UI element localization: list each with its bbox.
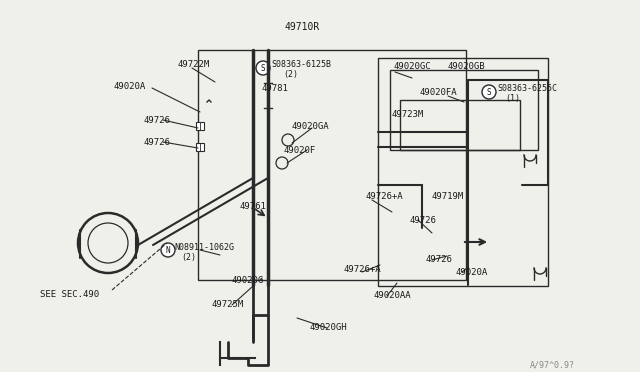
Text: A/97^0.9?: A/97^0.9? [530,360,575,369]
Text: 49722M: 49722M [178,60,211,69]
Text: 49723M: 49723M [392,110,424,119]
Circle shape [161,243,175,257]
Text: 49726: 49726 [143,116,170,125]
Bar [400,100,520,150]
Text: 49020A: 49020A [113,82,145,91]
Bar [196,143,204,151]
Bar [390,70,538,150]
Text: SEE SEC.490: SEE SEC.490 [40,290,99,299]
Text: 49020GA: 49020GA [291,122,328,131]
Text: 49020GB: 49020GB [448,62,486,71]
Text: N08911-1062G: N08911-1062G [174,243,234,252]
Text: 49761: 49761 [240,202,267,211]
Text: (2): (2) [283,70,298,79]
Bar [198,50,466,280]
Text: 49726+A: 49726+A [365,192,403,201]
Text: 49719M: 49719M [432,192,464,201]
Bar [196,122,204,130]
Text: 49020F: 49020F [283,146,316,155]
Text: S: S [486,87,492,96]
Text: 49726+A: 49726+A [343,265,381,274]
Text: 49020GC: 49020GC [393,62,431,71]
Text: N: N [166,246,170,254]
Text: 49726: 49726 [410,216,437,225]
Text: 49710R: 49710R [284,22,319,32]
Text: 49020AA: 49020AA [374,291,412,300]
Text: S08363-6125B: S08363-6125B [271,60,331,69]
Bar [378,58,548,286]
Text: (2): (2) [181,253,196,262]
Text: 49726: 49726 [143,138,170,147]
Text: S08363-6255C: S08363-6255C [497,84,557,93]
Text: 49726: 49726 [425,255,452,264]
Text: 49781: 49781 [261,84,288,93]
Circle shape [256,61,270,75]
Text: 49725M: 49725M [212,300,244,309]
Circle shape [482,85,496,99]
Text: 49020GH: 49020GH [310,323,348,332]
Text: (1): (1) [505,94,520,103]
Text: 49020FA: 49020FA [420,88,458,97]
Text: S: S [260,64,266,73]
Text: 49020G: 49020G [232,276,264,285]
Text: 49020A: 49020A [455,268,487,277]
